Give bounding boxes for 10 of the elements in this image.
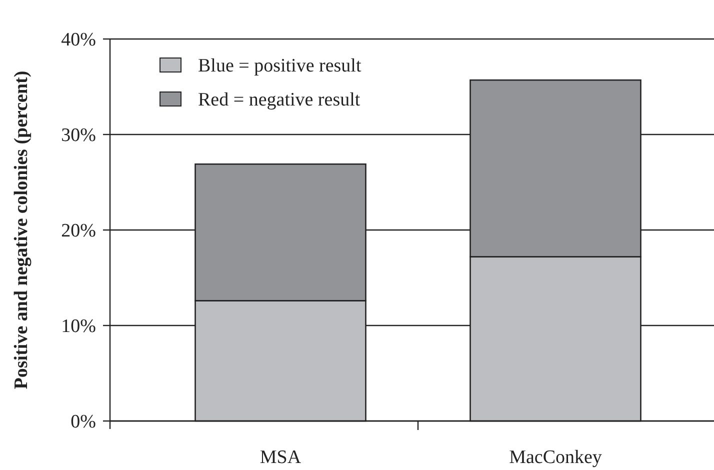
legend-label: Blue = positive result xyxy=(198,56,362,77)
legend-label: Red = negative result xyxy=(198,90,361,111)
y-tick-label: 10% xyxy=(61,316,96,338)
y-tick-label: 20% xyxy=(61,220,96,242)
x-tick-label: MSA xyxy=(260,447,302,468)
y-tick-label: 30% xyxy=(61,125,96,146)
y-tick-label: 0% xyxy=(70,412,96,433)
y-axis-title: Positive and negative colonies (percent) xyxy=(11,70,32,390)
x-tick-label: MacConkey xyxy=(509,447,602,468)
y-tick-label: 40% xyxy=(61,30,96,51)
